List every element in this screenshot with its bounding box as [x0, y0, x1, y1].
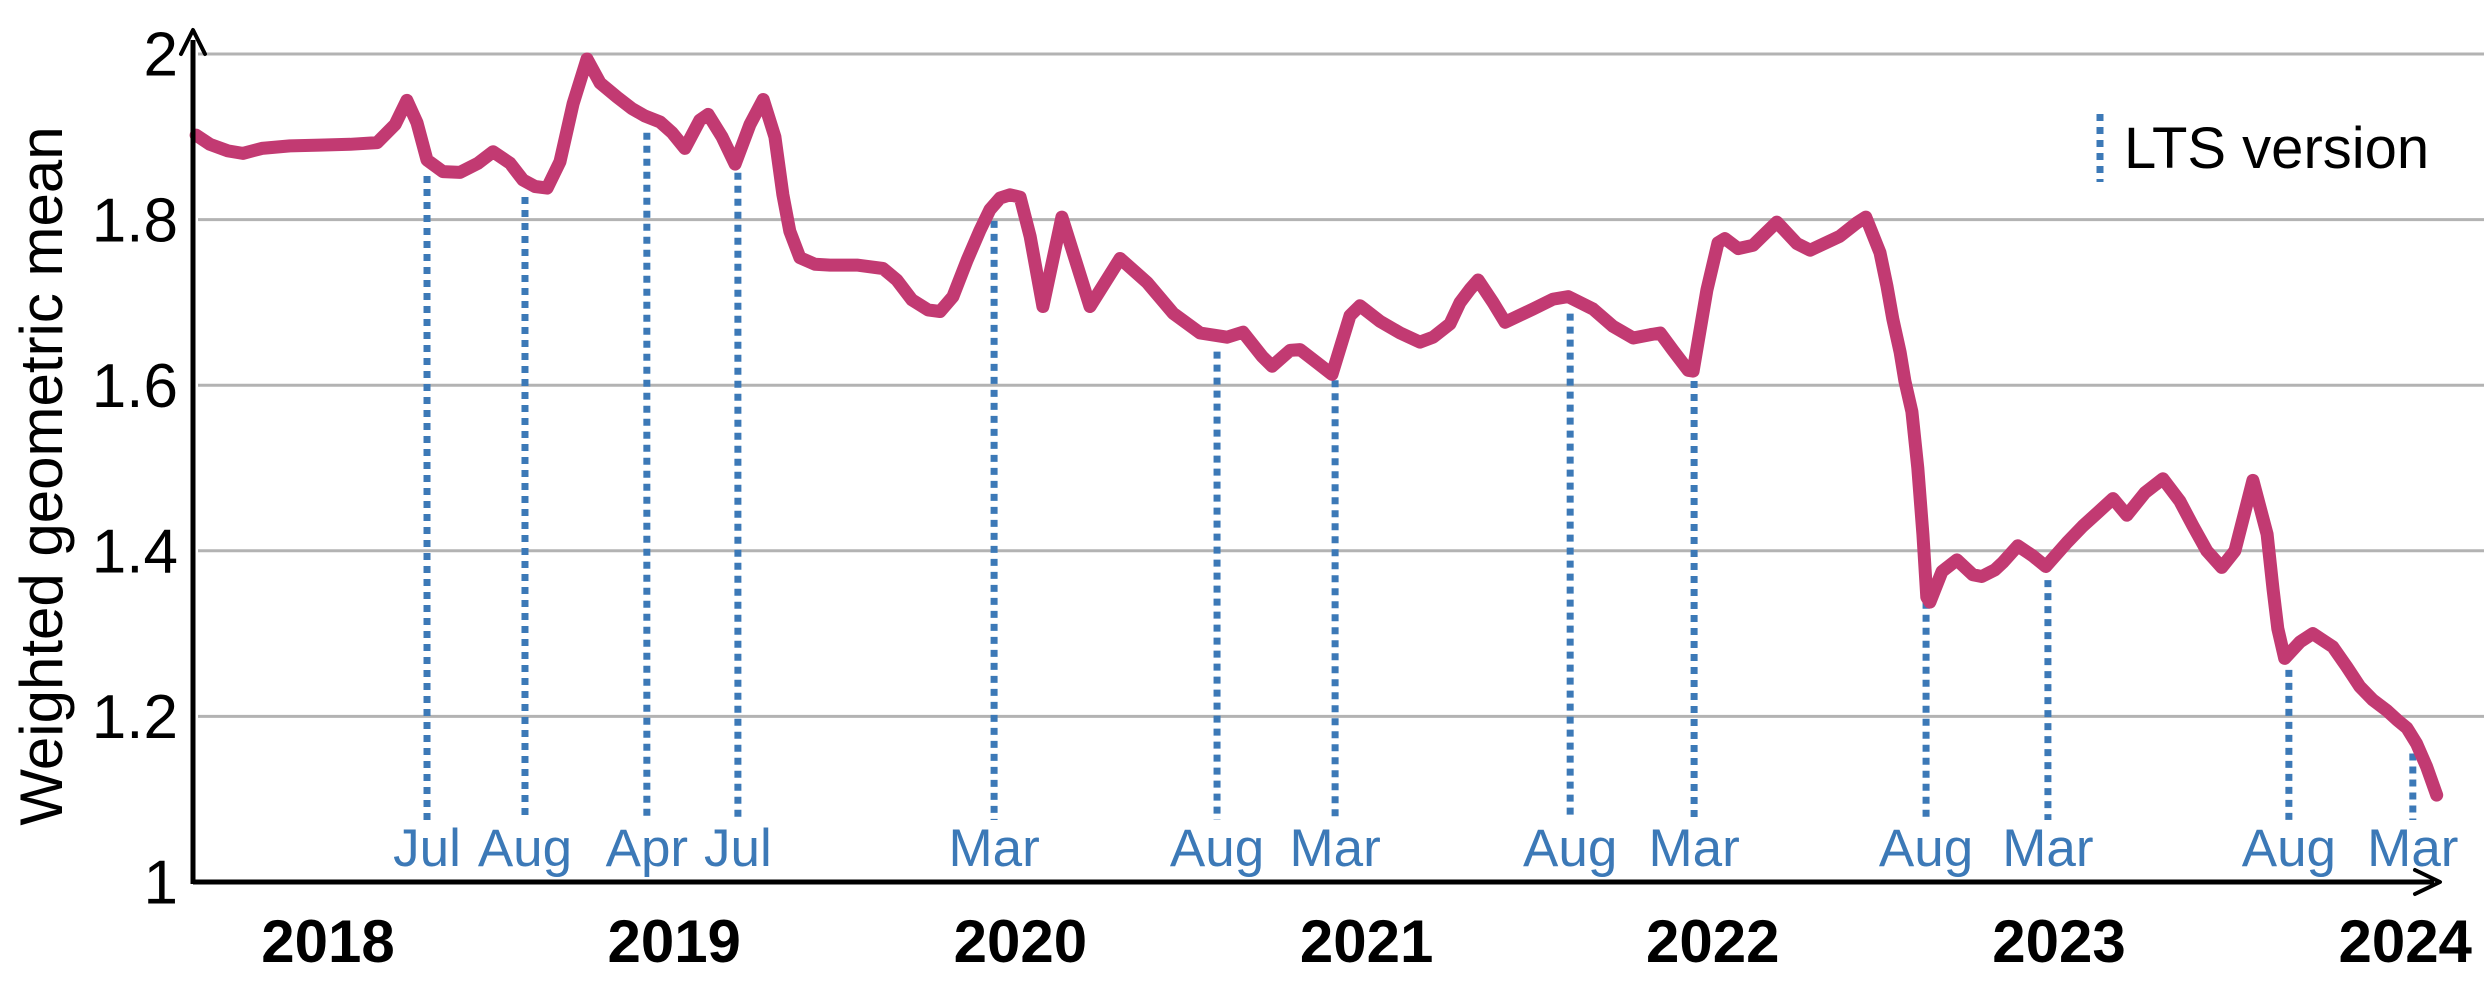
y-tick-labels: 2 1.8 1.6 1.4 1.2 1: [92, 21, 178, 918]
x-tick-labels: 2018 2019 2020 2021 2022 2023 2024: [261, 908, 2472, 975]
lts-month-label: Apr: [606, 819, 688, 878]
lts-month-label: Aug: [1523, 819, 1617, 878]
lts-month-label: Jul: [393, 819, 461, 878]
legend-label: LTS version: [2124, 116, 2429, 181]
lts-month-label: Mar: [1648, 819, 1739, 878]
x-tick-label: 2023: [1992, 908, 2125, 975]
y-tick-label: 1.8: [92, 186, 178, 255]
gridlines: [198, 52, 2484, 718]
lts-month-labels: Jul Aug Apr Jul Mar Aug Mar Aug Mar Aug Mar Aug Mar: [393, 819, 2458, 878]
lts-month-label: Mar: [2002, 819, 2093, 878]
x-tick-label: 2020: [954, 908, 1087, 975]
axes: [179, 28, 2442, 896]
x-tick-label: 2022: [1646, 908, 1779, 975]
y-axis-title: Weighted geometric mean: [8, 126, 75, 825]
x-axis-arrow-icon: [2413, 868, 2442, 896]
lts-month-label: Mar: [948, 819, 1039, 878]
y-axis-arrow-icon: [179, 28, 207, 56]
lts-month-label: Mar: [1289, 819, 1380, 878]
x-tick-label: 2021: [1300, 908, 1433, 975]
lts-version-lines: [423, 132, 2417, 820]
y-tick-label: 1: [144, 849, 178, 918]
lts-month-label: Aug: [478, 819, 572, 878]
x-tick-label: 2019: [607, 908, 740, 975]
lts-month-label: Mar: [2367, 819, 2458, 878]
lts-month-label: Aug: [1879, 819, 1973, 878]
y-tick-label: 1.6: [92, 352, 178, 421]
lts-month-label: Jul: [704, 819, 772, 878]
lts-month-label: Aug: [2242, 819, 2336, 878]
y-tick-label: 2: [144, 21, 178, 90]
y-tick-label: 1.2: [92, 683, 178, 752]
series-line: [189, 52, 2444, 802]
legend: LTS version: [2096, 114, 2429, 182]
x-tick-label: 2024: [2338, 908, 2472, 975]
lts-month-label: Aug: [1170, 819, 1264, 878]
x-tick-label: 2018: [261, 908, 394, 975]
y-tick-label: 1.4: [92, 518, 178, 587]
